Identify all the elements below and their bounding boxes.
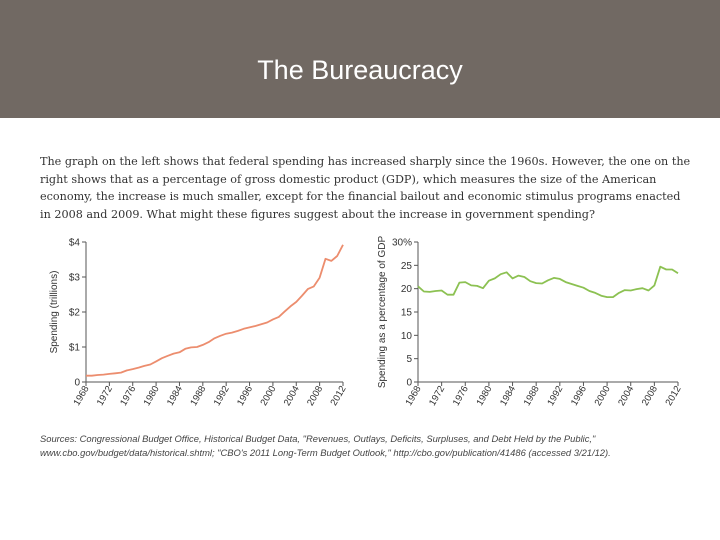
right-y-tick-label: 30% [392,238,412,249]
left-y-tick-label: 0 [74,378,80,389]
left-x-tick-label: 2004 [282,384,302,408]
right-y-tick-label: 15 [401,308,413,319]
left-x-tick-label: 2000 [258,384,278,408]
right-y-tick-label: 0 [406,378,412,389]
right-y-tick-label: 20 [401,284,413,295]
left-x-tick-label: 1988 [188,384,208,408]
left-x-tick-label: 1972 [95,384,115,408]
figure-caption: The graph on the left shows that federal… [40,155,691,221]
right-x-tick-label: 1996 [569,384,589,408]
right-x-tick-label: 1976 [451,384,471,408]
left-y-tick-label: $4 [69,238,81,249]
right-x-tick-label: 1980 [474,384,494,408]
right-x-tick-label: 2012 [664,384,684,408]
right-x-tick-label: 1992 [545,384,565,408]
sources-note: Sources: Congressional Budget Office, Hi… [40,433,611,458]
left-x-tick-label: 1980 [142,384,162,408]
slide-title: The Bureaucracy [257,55,463,85]
left-x-tick-label: 1992 [212,384,232,408]
left-x-tick-label: 1996 [235,384,255,408]
right-x-tick-label: 2000 [593,384,613,408]
left-y-tick-label: $3 [69,273,81,284]
left-x-tick-label: 1976 [118,384,138,408]
left-x-tick-label: 2012 [329,384,349,408]
right-x-tick-label: 1988 [522,384,542,408]
right-y-tick-label: 5 [406,354,412,365]
left-x-tick-label: 1984 [165,384,185,408]
left-series-line [86,244,344,377]
right-y-axis-label: Spending as a percentage of GDP [377,236,388,389]
left-x-tick-label: 2008 [305,384,325,408]
left-y-tick-label: $2 [69,308,81,319]
right-x-tick-label: 1984 [498,384,518,408]
right-x-tick-label: 1972 [427,384,447,408]
right-series-line [417,265,679,299]
title-banner [0,0,720,118]
left-y-axis-label: Spending (trillions) [49,271,60,354]
right-x-tick-label: 2004 [616,384,636,408]
right-y-tick-label: 10 [401,331,413,342]
right-y-tick-label: 25 [401,261,413,272]
left-y-tick-label: $1 [69,343,81,354]
right-x-tick-label: 2008 [640,384,660,408]
